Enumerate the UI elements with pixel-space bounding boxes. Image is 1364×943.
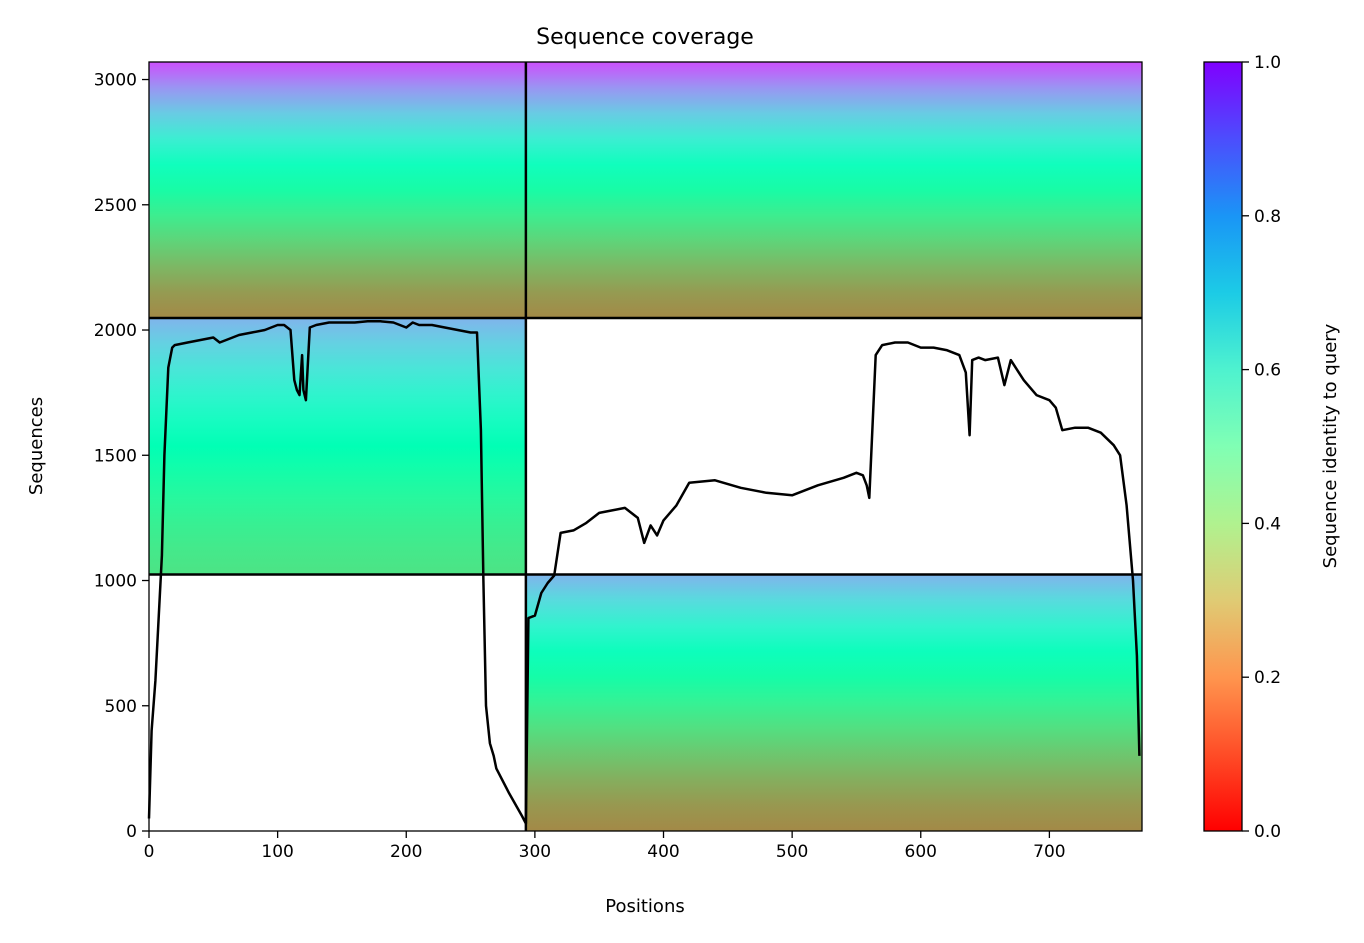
coverage-block-chain2-bottom-right bbox=[525, 574, 1142, 831]
coverage-line bbox=[147, 320, 1141, 825]
coverage-line-layer bbox=[147, 320, 1141, 825]
y-tick-label: 2000 bbox=[94, 321, 137, 341]
y-tick-label: 1500 bbox=[94, 446, 137, 466]
y-tick-label: 0 bbox=[126, 822, 137, 842]
chart-title: Sequence coverage bbox=[536, 25, 754, 50]
coverage-block-chain1-middle-left bbox=[149, 317, 526, 575]
x-tick-label: 200 bbox=[390, 842, 422, 862]
x-tick-label: 400 bbox=[647, 842, 679, 862]
colorbar-tick-label: 1.0 bbox=[1254, 53, 1281, 73]
colorbar-tick-label: 0.2 bbox=[1254, 668, 1281, 688]
y-tick-label: 2500 bbox=[94, 196, 137, 216]
y-axis-ticks: 0 500 1000 1500 2000 2500 3000 bbox=[94, 71, 149, 842]
x-axis-ticks: 0 100 200 300 400 500 600 700 bbox=[144, 831, 1066, 862]
colorbar-ticks: 0.0 0.2 0.4 0.6 0.8 1.0 bbox=[1242, 53, 1281, 842]
y-tick-label: 3000 bbox=[94, 71, 137, 91]
y-axis-label: Sequences bbox=[26, 397, 47, 495]
y-tick-label: 500 bbox=[105, 697, 137, 717]
x-tick-label: 700 bbox=[1033, 842, 1065, 862]
colorbar-tick-label: 0.0 bbox=[1254, 822, 1281, 842]
x-axis-label: Positions bbox=[605, 896, 684, 917]
colorbar-tick-label: 0.4 bbox=[1254, 514, 1281, 534]
x-tick-label: 100 bbox=[261, 842, 293, 862]
colorbar-tick-label: 0.8 bbox=[1254, 207, 1281, 227]
x-tick-label: 500 bbox=[776, 842, 808, 862]
block-boundaries bbox=[149, 62, 1142, 831]
coverage-blocks bbox=[149, 62, 1142, 831]
colorbar-gradient bbox=[1203, 61, 1243, 832]
x-tick-label: 600 bbox=[905, 842, 937, 862]
coverage-block-paired-top bbox=[149, 62, 1142, 318]
plot-frame bbox=[148, 61, 1143, 832]
colorbar-tick-label: 0.6 bbox=[1254, 361, 1281, 381]
x-tick-label: 0 bbox=[144, 842, 155, 862]
colorbar-label: Sequence identity to query bbox=[1320, 323, 1341, 568]
y-tick-label: 1000 bbox=[94, 572, 137, 592]
x-tick-label: 300 bbox=[519, 842, 551, 862]
